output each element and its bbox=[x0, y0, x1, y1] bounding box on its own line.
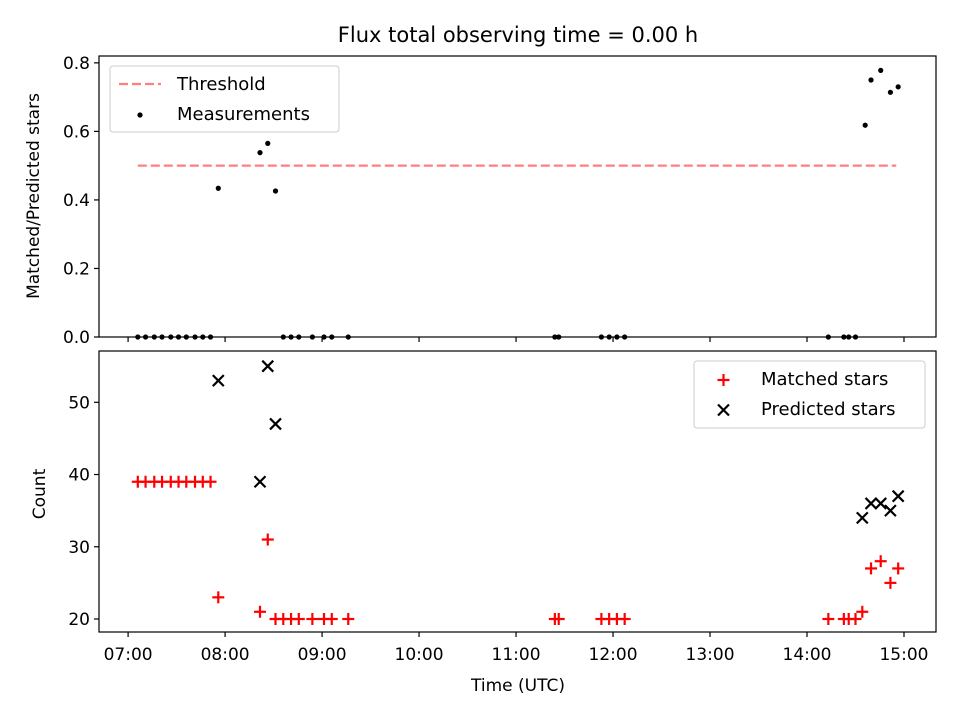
top-y-tick-label: 0.6 bbox=[63, 122, 90, 142]
matched-star-point bbox=[306, 612, 319, 625]
predicted-star-point bbox=[856, 511, 869, 525]
x-tick-label: 12:00 bbox=[589, 645, 638, 665]
predicted-star-point bbox=[884, 504, 897, 517]
top-plot-area: 0.0 0.2 0.4 0.6 0.8 bbox=[63, 54, 905, 348]
predicted-star-point bbox=[269, 417, 282, 431]
matched-star-point bbox=[292, 612, 305, 625]
predicted-star-point bbox=[212, 374, 225, 387]
count-panel: Count Time (UTC) 20 30 40 50 07:00 08:00 09:00… bbox=[30, 350, 937, 696]
top-axes-frame bbox=[98, 55, 937, 338]
legend-predicted-swatch bbox=[717, 403, 730, 417]
matched-star-point bbox=[552, 612, 565, 625]
x-axis-label: Time (UTC) bbox=[470, 676, 565, 696]
matched-star-point bbox=[325, 612, 338, 625]
ratio-panel: Flux total observing time = 0.00 h Match… bbox=[24, 23, 937, 348]
bottom-y-axis-label: Count bbox=[30, 468, 50, 519]
matched-star-point bbox=[856, 605, 869, 618]
predicted-star-point bbox=[891, 489, 905, 503]
bottom-axes-frame bbox=[98, 350, 937, 633]
bottom-legend-box bbox=[693, 360, 926, 429]
x-tick-label: 07:00 bbox=[104, 645, 153, 665]
bottom-legend: Matched stars Predicted stars bbox=[693, 360, 926, 429]
measurement-point bbox=[265, 140, 271, 146]
bottom-y-tick-label: 20 bbox=[68, 610, 90, 630]
predicted-star-point bbox=[864, 497, 878, 510]
matched-star-point bbox=[212, 591, 225, 604]
chart-title: Flux total observing time = 0.00 h bbox=[338, 23, 698, 47]
measurement-point bbox=[272, 188, 279, 194]
measurement-point bbox=[257, 150, 263, 156]
measurement-point bbox=[215, 185, 221, 191]
predicted-star-point bbox=[253, 475, 267, 489]
matched-star-point bbox=[884, 576, 897, 589]
measurement-point bbox=[862, 122, 868, 128]
legend-predicted-label: Predicted stars bbox=[761, 399, 895, 420]
bottom-y-tick-label: 30 bbox=[68, 538, 90, 558]
x-tick-label: 09:00 bbox=[298, 645, 347, 665]
bottom-y-tick-label: 40 bbox=[68, 466, 90, 486]
top-y-tick-label: 0.2 bbox=[63, 259, 90, 279]
bottom-plot-area: 20 30 40 50 07:00 08:00 09:00 10:00 11:00 12:00 13… bbox=[68, 359, 928, 665]
x-tick-label: 15:00 bbox=[879, 645, 928, 665]
matched-star-point bbox=[618, 612, 631, 625]
top-y-tick-label: 0.0 bbox=[63, 328, 90, 348]
predicted-star-point bbox=[261, 359, 275, 373]
x-tick-label: 08:00 bbox=[201, 645, 250, 665]
bottom-y-tick-label: 50 bbox=[68, 393, 90, 413]
measurement-point bbox=[878, 67, 884, 73]
matched-star-point bbox=[822, 612, 835, 625]
matched-star-point bbox=[253, 605, 266, 618]
matched-star-point bbox=[261, 533, 274, 546]
legend-matched-label: Matched stars bbox=[761, 369, 888, 390]
legend-measurements-swatch bbox=[137, 112, 143, 118]
measurement-point bbox=[868, 77, 874, 83]
matched-star-point bbox=[849, 612, 862, 625]
x-tick-label: 13:00 bbox=[686, 645, 735, 665]
top-y-tick-label: 0.4 bbox=[63, 191, 90, 211]
top-y-axis-label: Matched/Predicted stars bbox=[24, 93, 44, 299]
matched-star-point bbox=[892, 562, 905, 575]
matched-star-point bbox=[865, 562, 878, 575]
predicted-star-point bbox=[874, 497, 887, 510]
matched-star-point bbox=[874, 555, 887, 568]
top-legend: Threshold Measurements bbox=[109, 65, 340, 133]
matched-star-point bbox=[342, 612, 355, 625]
x-tick-label: 11:00 bbox=[492, 645, 541, 665]
measurement-point bbox=[887, 89, 894, 95]
legend-matched-swatch bbox=[717, 374, 730, 386]
matched-star-point bbox=[204, 475, 217, 488]
measurement-point bbox=[895, 84, 901, 90]
legend-threshold-label: Threshold bbox=[176, 74, 266, 95]
x-tick-label: 10:00 bbox=[395, 645, 444, 665]
x-tick-label: 14:00 bbox=[783, 645, 832, 665]
top-legend-box bbox=[109, 65, 340, 133]
legend-measurements-label: Measurements bbox=[177, 104, 310, 125]
top-y-tick-label: 0.8 bbox=[63, 54, 90, 74]
